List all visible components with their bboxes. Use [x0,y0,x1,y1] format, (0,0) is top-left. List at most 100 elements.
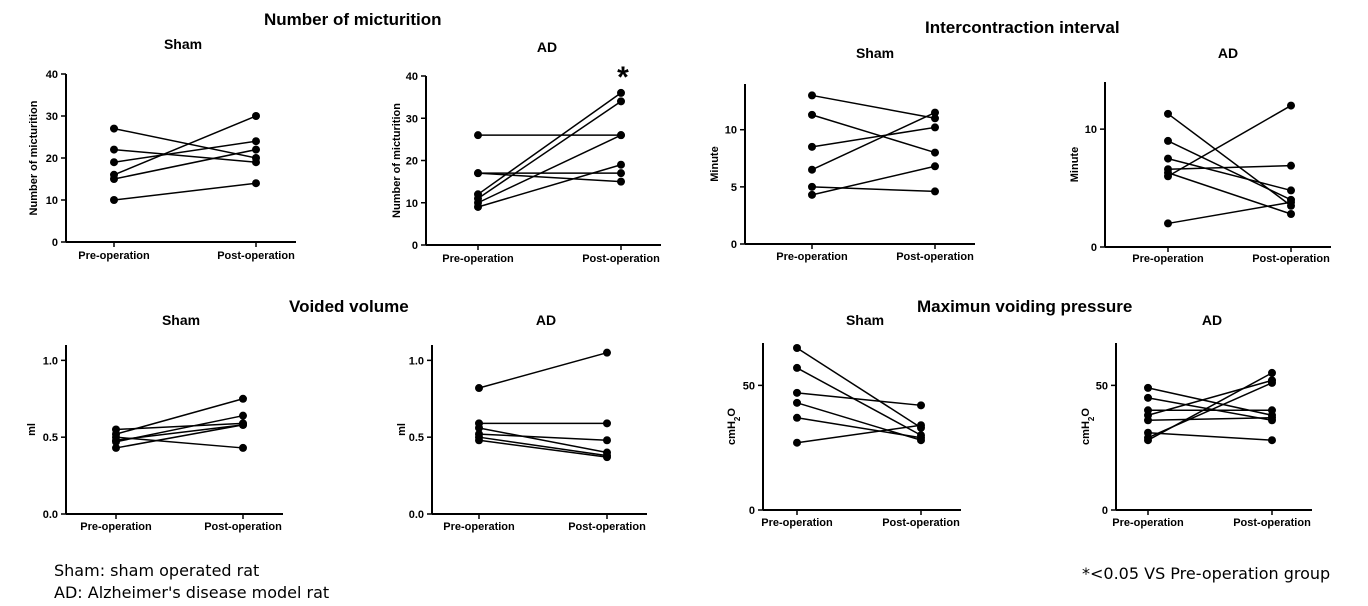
y-tick-label: 10 [1085,124,1097,136]
series-line [1167,140,1292,201]
data-point [1144,393,1152,402]
y-axis-label: ml [396,423,408,436]
x-tick-label: Pre-operation [761,517,833,529]
data-point [808,142,816,151]
data-point [110,158,118,167]
series-line [1167,172,1292,215]
data-point [1268,406,1276,415]
y-tick-label: 0 [1102,505,1108,517]
series-line [113,127,257,159]
significance-asterisk: * [617,61,629,94]
data-point [110,145,118,154]
x-tick-label: Pre-operation [78,250,150,262]
data-point [917,433,925,442]
data-point [617,160,625,169]
data-point [931,123,939,132]
section-title-pressure: Maximun voiding pressure [917,297,1133,316]
data-point [1268,436,1276,445]
y-axis-label: cmH2O [1080,408,1096,445]
series-line [115,414,244,443]
data-point [793,398,801,407]
y-tick-label: 0.0 [43,509,58,521]
series-line [796,424,922,444]
data-point [112,437,120,446]
data-point [808,190,816,199]
data-point [1268,368,1276,377]
x-tick-label: Post-operation [1252,253,1330,265]
y-tick-label: 1.0 [409,355,424,367]
series-line [115,424,244,449]
series-line [1167,201,1292,225]
panel-title: Sham [164,36,202,52]
series-line [811,114,936,154]
y-tick-label: 0 [1091,242,1097,254]
y-tick-label: 0 [412,240,418,252]
data-point [1268,413,1276,422]
data-point [617,177,625,186]
series-line [478,436,608,457]
data-point [1287,161,1295,170]
data-point [1164,136,1172,145]
panel-title: AD [1202,312,1222,328]
series-line [477,92,622,195]
x-tick-label: Post-operation [204,521,282,533]
data-point [917,421,925,430]
x-tick-label: Post-operation [582,253,660,265]
x-tick-label: Pre-operation [1132,253,1204,265]
y-tick-label: 50 [743,380,755,392]
series-line [478,427,608,454]
y-tick-label: 10 [725,125,737,137]
y-axis-label: Number of micturition [28,100,40,215]
x-tick-label: Pre-operation [80,521,152,533]
y-tick-label: 30 [406,113,418,125]
series-line [1147,379,1273,417]
x-tick-label: Pre-operation [776,251,848,263]
data-point [239,394,247,403]
data-point [1287,198,1295,207]
data-point [808,91,816,100]
panel-title: AD [1218,45,1238,61]
data-point [1144,416,1152,425]
data-point [252,158,260,167]
data-point [931,148,939,157]
y-tick-label: 40 [46,69,58,81]
data-point [617,97,625,106]
data-point [110,196,118,204]
y-tick-label: 10 [406,198,418,210]
x-tick-label: Post-operation [1233,517,1311,529]
series-line [113,148,257,180]
x-tick-label: Post-operation [568,521,646,533]
series-line [811,126,936,148]
series-line [1147,397,1273,422]
data-point [475,384,483,393]
series-line [1147,372,1273,441]
series-line [811,186,936,193]
series-line [477,134,622,204]
series-line [1167,104,1292,177]
section-title-interval: Intercontraction interval [925,18,1120,37]
legend-note-sham: Sham: sham operated rat [54,561,260,580]
y-tick-label: 0.5 [43,432,58,444]
y-tick-label: 0.0 [409,509,424,521]
data-point [252,137,260,146]
data-point [793,413,801,422]
panel-title: Sham [846,312,884,328]
data-point [931,108,939,117]
significance-note: *<0.05 VS Pre-operation group [1082,564,1331,583]
data-point [1144,436,1152,445]
x-tick-label: Post-operation [896,251,974,263]
data-point [793,363,801,372]
series-line [477,164,622,208]
series-line [796,417,922,439]
y-tick-label: 5 [731,182,737,194]
series-line [796,347,922,429]
data-point [1287,101,1295,110]
series-line [811,111,936,171]
data-point [793,388,801,397]
y-tick-label: 1.0 [43,355,58,367]
data-point [808,182,816,191]
data-point [112,443,120,452]
